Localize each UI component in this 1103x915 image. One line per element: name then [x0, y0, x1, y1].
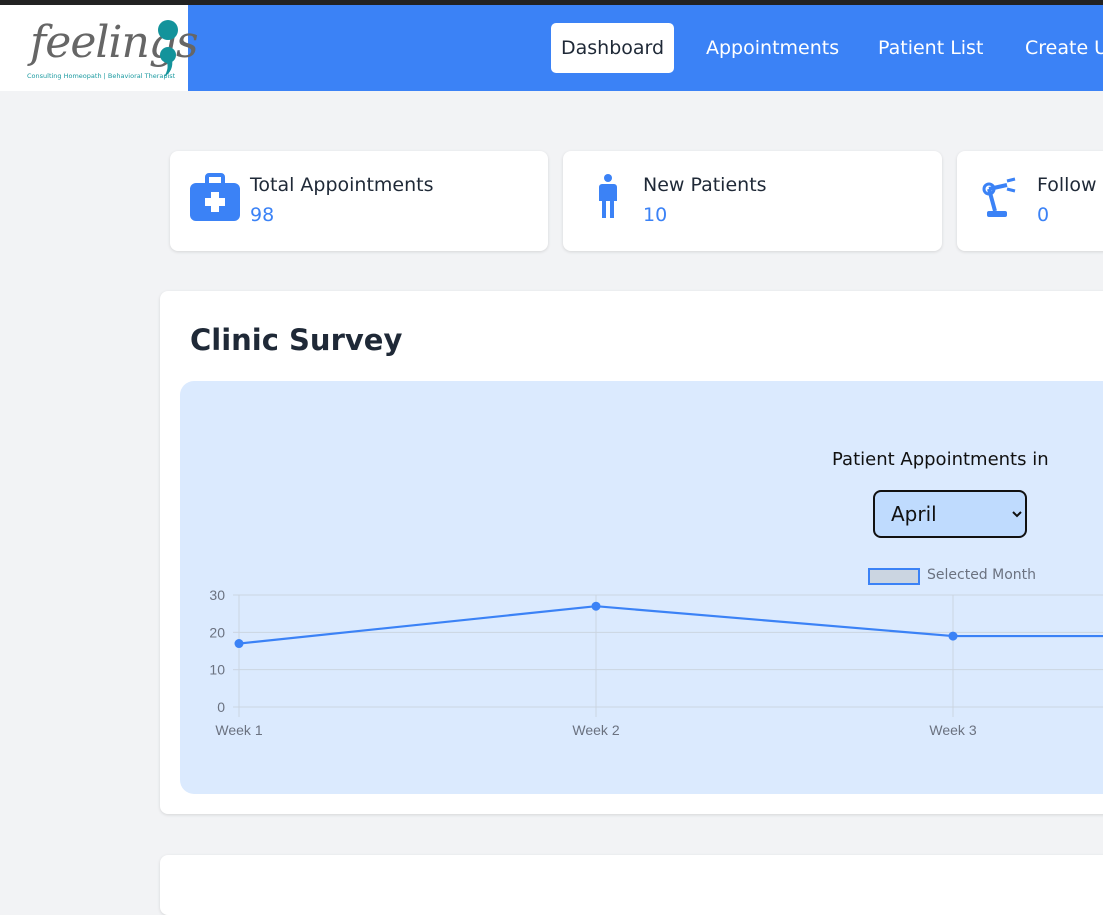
nav-patient-list[interactable]: Patient List	[878, 37, 984, 59]
brand-logo[interactable]: feelings Consulting Homeopath | Behavior…	[0, 5, 199, 91]
y-tick-label: 0	[217, 699, 225, 715]
chart-container: Patient Appointments in April Selected M…	[180, 381, 1103, 794]
stat-card-total-appointments: Total Appointments 98	[170, 151, 548, 251]
y-tick-label: 10	[209, 662, 225, 678]
stat-label: Total Appointments	[250, 174, 434, 196]
nav-create-user[interactable]: Create U	[1025, 37, 1103, 59]
month-select[interactable]: April	[873, 490, 1027, 538]
person-icon	[599, 174, 617, 218]
stat-card-follow: Follow 0	[957, 151, 1103, 251]
secondary-panel	[160, 855, 1103, 915]
series-line	[238, 605, 1103, 645]
data-point	[948, 631, 958, 641]
x-tick-label: Week 3	[929, 722, 976, 738]
data-point	[591, 601, 601, 611]
y-tick-label: 30	[209, 587, 225, 603]
y-tick-label: 20	[209, 624, 225, 640]
nav-dashboard[interactable]: Dashboard	[551, 23, 675, 73]
top-navbar: feelings Consulting Homeopath | Behavior…	[0, 5, 1103, 91]
panel-title: Clinic Survey	[190, 323, 403, 357]
x-tick-label: Week 2	[572, 722, 619, 738]
chart-title: Patient Appointments in	[832, 449, 1049, 470]
stat-value: 98	[250, 204, 275, 226]
legend-swatch[interactable]	[868, 568, 920, 585]
stat-label: Follow	[1037, 174, 1097, 196]
stat-card-new-patients: New Patients 10	[563, 151, 942, 251]
stat-label: New Patients	[643, 174, 767, 196]
medical-kit-icon	[190, 173, 240, 221]
clinic-survey-panel: Clinic Survey Patient Appointments in Ap…	[160, 291, 1103, 814]
window-top-border	[0, 0, 1103, 5]
nav-appointments[interactable]: Appointments	[706, 37, 840, 59]
legend-label: Selected Month	[927, 567, 1037, 583]
data-point	[234, 639, 244, 649]
x-tick-label: Week 1	[215, 722, 262, 738]
logo-tagline: Consulting Homeopath | Behavioral Therap…	[27, 72, 176, 80]
stat-value: 10	[643, 204, 668, 226]
logo-semicolon-icon	[158, 20, 178, 77]
line-chart: 0 10 20 30 Week 1 Week 2 Week 3	[209, 587, 1103, 738]
robotic-arm-icon	[982, 177, 1016, 217]
stat-value: 0	[1037, 204, 1050, 226]
